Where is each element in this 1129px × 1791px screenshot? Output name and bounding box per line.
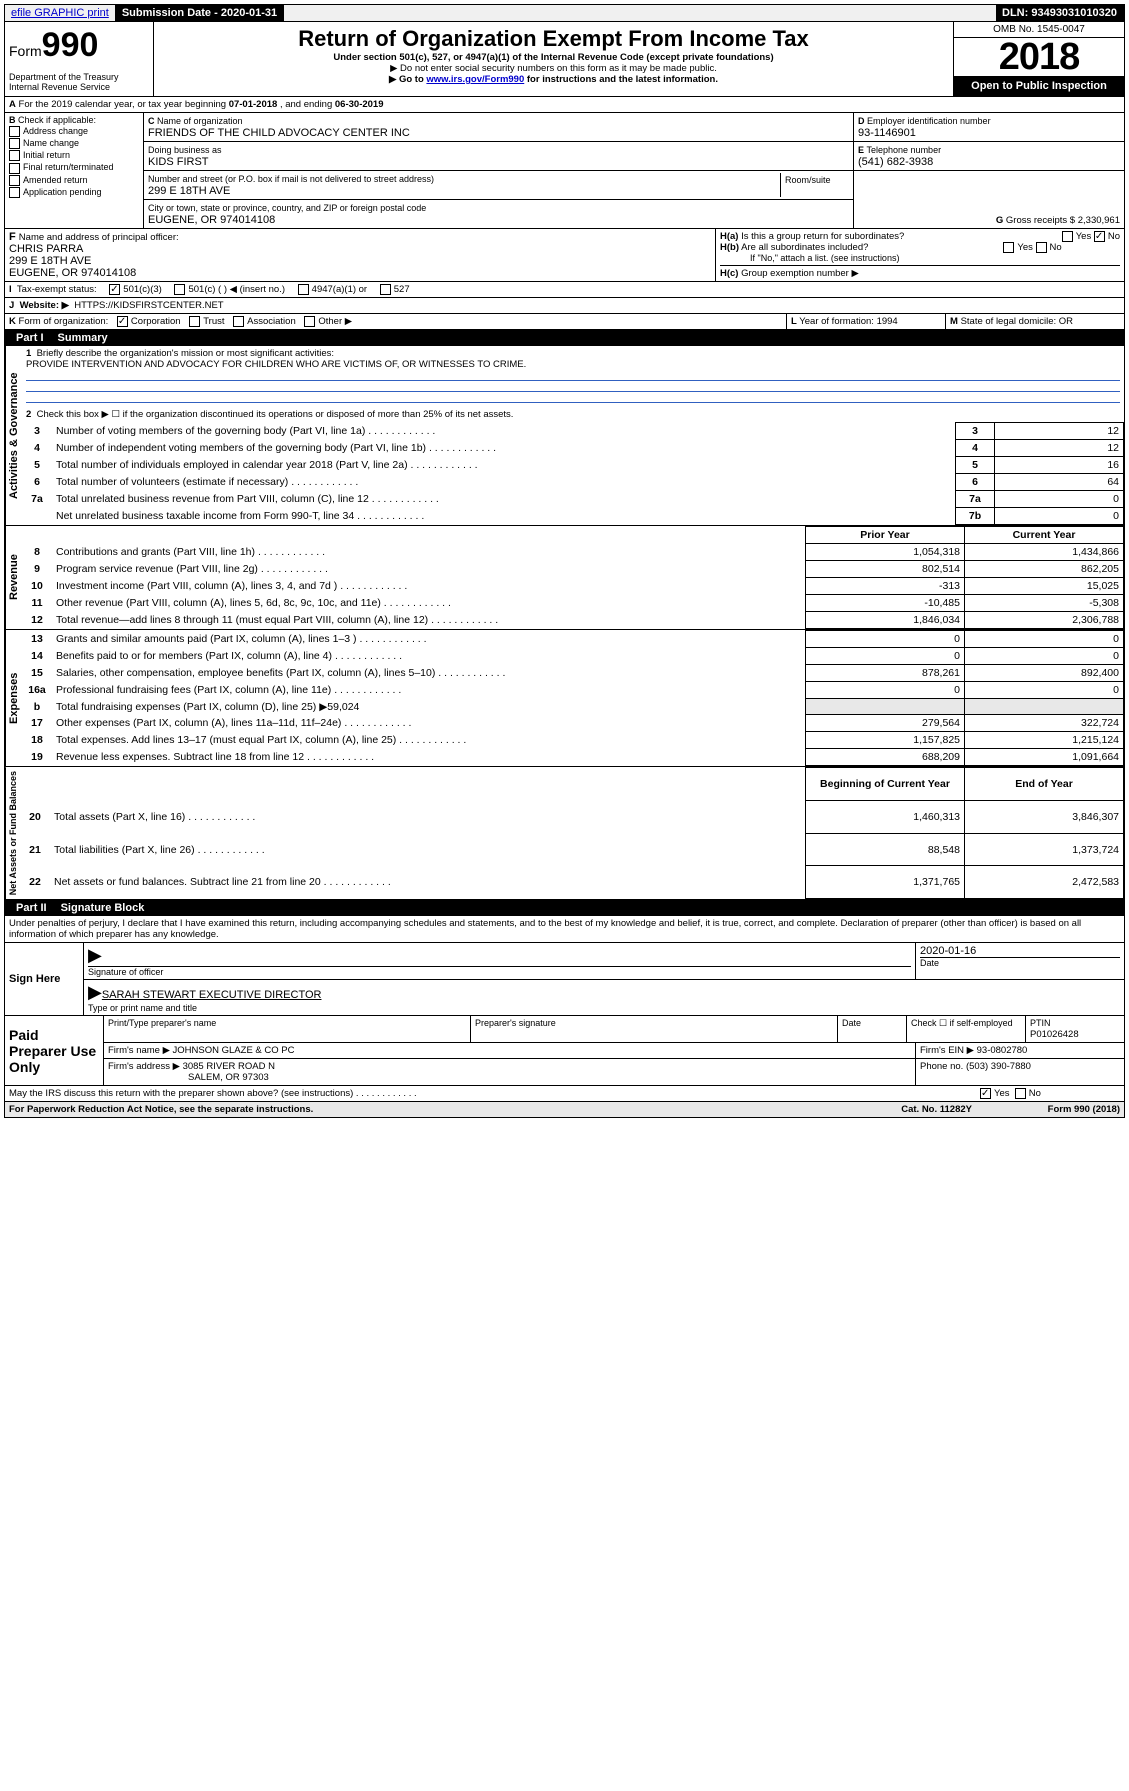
year-formation: 1994 (877, 316, 898, 327)
sign-here-label: Sign Here (5, 943, 84, 1015)
section-b: B Check if applicable: Address change Na… (5, 113, 144, 228)
top-bar: efile GRAPHIC print Submission Date - 20… (4, 4, 1125, 22)
expenses-block: Expenses 13Grants and similar amounts pa… (4, 630, 1125, 767)
ein: 93-1146901 (858, 127, 916, 139)
org-name: FRIENDS OF THE CHILD ADVOCACY CENTER INC (148, 127, 410, 139)
section-h: H(a) Is this a group return for subordin… (716, 229, 1124, 281)
dba-name: KIDS FIRST (148, 156, 209, 168)
open-inspection: Open to Public Inspection (954, 76, 1124, 96)
section-c: C Name of organizationFRIENDS OF THE CHI… (144, 113, 853, 228)
firm-ein: 93-0802780 (977, 1045, 1028, 1056)
sidelabel-expenses: Expenses (5, 630, 22, 766)
part2-header: Part IISignature Block (4, 900, 1125, 916)
discuss-row: May the IRS discuss this return with the… (4, 1086, 1125, 1102)
subtitle-2: ▶ Do not enter social security numbers o… (162, 63, 945, 74)
paid-preparer-label: Paid Preparer Use Only (5, 1016, 104, 1085)
state-domicile: OR (1059, 316, 1073, 327)
netassets-block: Net Assets or Fund Balances Beginning of… (4, 767, 1125, 900)
paid-preparer-block: Paid Preparer Use Only Print/Type prepar… (4, 1016, 1125, 1086)
block-fh: F Name and address of principal officer:… (4, 229, 1125, 282)
city-state-zip: EUGENE, OR 974014108 (148, 214, 275, 226)
sidelabel-governance: Activities & Governance (5, 346, 22, 525)
form-number: Form990 (9, 26, 149, 65)
part1-header: Part ISummary (4, 330, 1125, 346)
ptin: P01026428 (1030, 1029, 1079, 1040)
telephone: (541) 682-3938 (858, 156, 933, 168)
declaration: Under penalties of perjury, I declare th… (4, 916, 1125, 943)
block-bcdeg: B Check if applicable: Address change Na… (4, 113, 1125, 229)
sidelabel-revenue: Revenue (5, 526, 22, 629)
mission-text: PROVIDE INTERVENTION AND ADVOCACY FOR CH… (26, 359, 526, 370)
footer: For Paperwork Reduction Act Notice, see … (4, 1102, 1125, 1118)
firm-name: JOHNSON GLAZE & CO PC (173, 1045, 295, 1056)
dln: DLN: 93493031010320 (996, 5, 1124, 21)
officer-signer: SARAH STEWART EXECUTIVE DIRECTOR (102, 989, 322, 1001)
revenue-block: Revenue Prior YearCurrent Year 8Contribu… (4, 526, 1125, 630)
tax-year: 2018 (954, 38, 1124, 76)
part1-body: Activities & Governance 1 Briefly descri… (4, 346, 1125, 526)
sign-date: 2020-01-16 (920, 945, 976, 957)
instructions-link[interactable]: www.irs.gov/Form990 (426, 74, 524, 85)
line-i: I Tax-exempt status: 501(c)(3) 501(c) ( … (4, 282, 1125, 298)
form-title: Return of Organization Exempt From Incom… (162, 26, 945, 52)
subtitle-3: ▶ Go to www.irs.gov/Form990 for instruct… (162, 74, 945, 85)
governance-table: 3Number of voting members of the governi… (22, 422, 1124, 525)
section-deg: D Employer identification number93-11469… (853, 113, 1124, 228)
officer-name: CHRIS PARRA (9, 243, 83, 255)
subtitle-1: Under section 501(c), 527, or 4947(a)(1)… (162, 52, 945, 63)
line-j: J Website: ▶ HTTPS://KIDSFIRSTCENTER.NET (4, 298, 1125, 314)
street-address: 299 E 18TH AVE (148, 185, 230, 197)
submission-date: Submission Date - 2020-01-31 (116, 5, 284, 21)
q1: 1 Briefly describe the organization's mi… (22, 346, 1124, 407)
website: HTTPS://KIDSFIRSTCENTER.NET (74, 300, 223, 311)
dept-label: Department of the Treasury Internal Reve… (9, 72, 149, 92)
firm-address: 3085 RIVER ROAD N (183, 1061, 275, 1072)
sign-here-block: Sign Here ▶Signature of officer 2020-01-… (4, 943, 1125, 1016)
firm-phone: (503) 390-7880 (966, 1061, 1031, 1072)
form-header: Form990 Department of the Treasury Inter… (4, 22, 1125, 97)
q2: 2 Check this box ▶ ☐ if the organization… (22, 407, 1124, 422)
expenses-table: 13Grants and similar amounts paid (Part … (22, 630, 1124, 766)
netassets-table: Beginning of Current YearEnd of Year 20T… (20, 767, 1124, 899)
sidelabel-netassets: Net Assets or Fund Balances (5, 767, 20, 899)
efile-label[interactable]: efile GRAPHIC print (5, 5, 116, 21)
line-klm: K Form of organization: Corporation Trus… (4, 314, 1125, 330)
revenue-table: Prior YearCurrent Year 8Contributions an… (22, 526, 1124, 629)
section-f: F Name and address of principal officer:… (5, 229, 716, 281)
line-a: A For the 2019 calendar year, or tax yea… (4, 97, 1125, 113)
gross-receipts: 2,330,961 (1078, 215, 1120, 226)
